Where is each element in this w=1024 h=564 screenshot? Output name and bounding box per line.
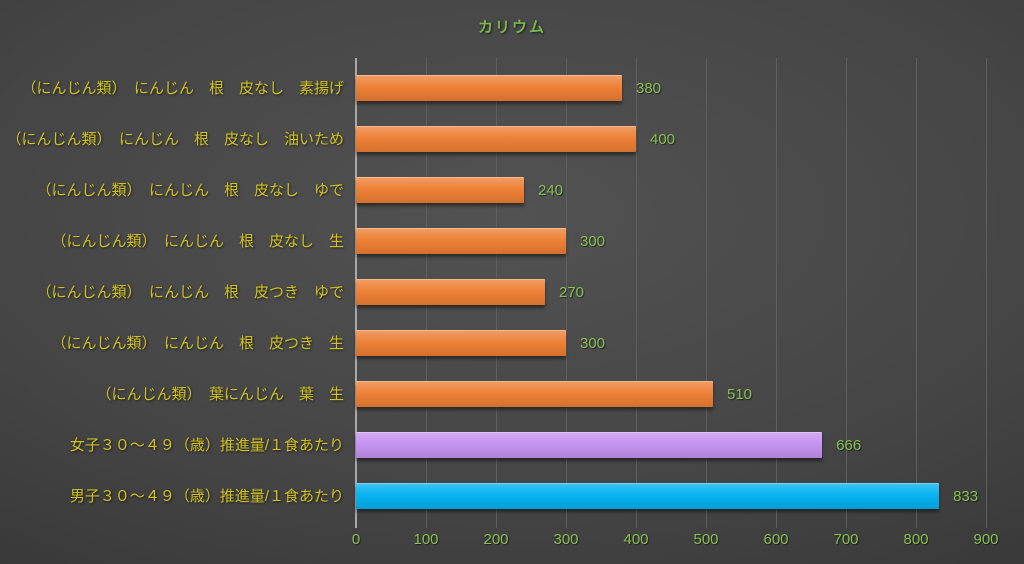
bar bbox=[356, 432, 823, 458]
gridline bbox=[986, 58, 987, 528]
x-tick-label: 900 bbox=[973, 531, 999, 548]
category-label: （にんじん類） にんじん 根 皮なし 素揚げ bbox=[21, 80, 344, 97]
bar-row: 240 bbox=[356, 165, 996, 216]
bar-row: 270 bbox=[356, 267, 996, 318]
value-label: 270 bbox=[559, 284, 585, 301]
bar-row: 510 bbox=[356, 369, 996, 420]
x-axis: 0 100 200 300 400 500 600 700 800 900 bbox=[0, 531, 1024, 555]
category-label: （にんじん類） にんじん 根 皮つき 生 bbox=[51, 335, 344, 352]
x-tick-label: 200 bbox=[483, 531, 509, 548]
gridline bbox=[846, 58, 847, 528]
value-label: 400 bbox=[650, 131, 676, 148]
bar bbox=[356, 75, 622, 101]
x-tick-label: 500 bbox=[693, 531, 719, 548]
category-label: 男子３０～４９（歳）推進量/１食あたり bbox=[69, 488, 344, 505]
bar-row: 666 bbox=[356, 420, 996, 471]
bar bbox=[356, 381, 713, 407]
bar-row: 300 bbox=[356, 216, 996, 267]
x-tick-label: 100 bbox=[413, 531, 439, 548]
category-axis: （にんじん類） にんじん 根 皮なし 素揚げ （にんじん類） にんじん 根 皮なし… bbox=[0, 63, 350, 522]
category-label: （にんじん類） にんじん 根 皮なし 油いため bbox=[6, 131, 344, 148]
value-label: 666 bbox=[836, 437, 862, 454]
gridline bbox=[706, 58, 707, 528]
bar bbox=[356, 228, 566, 254]
value-label: 510 bbox=[727, 386, 753, 403]
gridline bbox=[916, 58, 917, 528]
category-label: （にんじん類） にんじん 根 皮なし ゆで bbox=[36, 182, 344, 199]
bar bbox=[356, 279, 545, 305]
x-tick-label: 700 bbox=[833, 531, 859, 548]
gridline bbox=[636, 58, 637, 528]
gridline bbox=[776, 58, 777, 528]
bar-row: 400 bbox=[356, 114, 996, 165]
value-label: 833 bbox=[953, 488, 979, 505]
category-label: （にんじん類） にんじん 根 皮なし 生 bbox=[51, 233, 344, 250]
value-label: 300 bbox=[580, 335, 606, 352]
x-tick-label: 600 bbox=[763, 531, 789, 548]
bar-row: 833 bbox=[356, 471, 996, 522]
bar bbox=[356, 177, 524, 203]
value-label: 240 bbox=[538, 182, 564, 199]
bar bbox=[356, 330, 566, 356]
bar bbox=[356, 126, 636, 152]
x-tick-label: 300 bbox=[553, 531, 579, 548]
gridline bbox=[566, 58, 567, 528]
x-tick-label: 0 bbox=[351, 531, 361, 548]
bar-rows: 380 400 240 300 270 300 510 666 833 bbox=[356, 63, 996, 522]
bar-row: 380 bbox=[356, 63, 996, 114]
x-tick-label: 800 bbox=[903, 531, 929, 548]
category-label: （にんじん類） にんじん 根 皮つき ゆで bbox=[36, 284, 344, 301]
chart-title: カリウム bbox=[477, 19, 546, 36]
bar-row: 300 bbox=[356, 318, 996, 369]
value-label: 380 bbox=[636, 80, 662, 97]
x-tick-label: 400 bbox=[623, 531, 649, 548]
bar bbox=[356, 483, 940, 509]
value-label: 300 bbox=[580, 233, 606, 250]
category-label: 女子３０～４９（歳）推進量/１食あたり bbox=[69, 437, 344, 454]
category-label: （にんじん類） 葉にんじん 葉 生 bbox=[96, 386, 344, 403]
